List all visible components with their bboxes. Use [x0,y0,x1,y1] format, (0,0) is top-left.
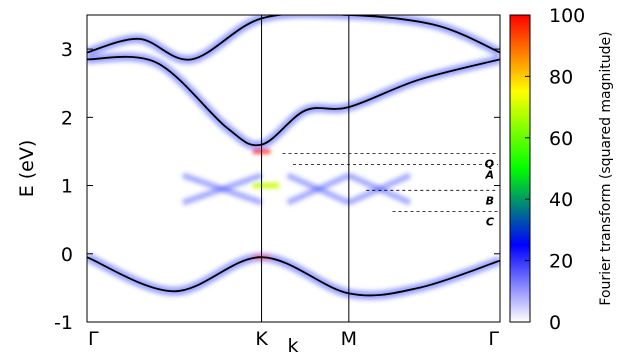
x-tick-label: K [255,328,268,350]
plot-frame [86,14,501,323]
y-tick-label: -1 [54,312,73,334]
y-tick-label: 2 [61,107,73,129]
heatmap-gap-feature [286,172,351,206]
band-line [87,15,500,61]
colorbar-tick-label: 0 [549,312,561,334]
x-tick-label: Γ [488,328,499,350]
level-label-c: C [486,215,494,228]
y-tick-label: 0 [61,244,73,266]
colorbar-label: Fourier transform (squared magnitude) [598,31,614,305]
level-label-b: B [486,194,494,207]
colorbar-tick-label: 60 [549,128,573,150]
band-line [87,55,500,147]
y-axis-label: E (eV) [16,140,38,198]
y-tick-label: 3 [61,39,73,61]
y-tick-label: 1 [61,176,73,198]
x-tick-label: Γ [88,328,99,350]
x-tick-label: M [341,328,357,350]
heatmap-gap-feature [182,172,263,206]
heatmap-gap-feature [347,172,412,206]
colorbar-tick-label: 20 [549,251,573,273]
band-line [87,256,500,297]
colorbar-tick-label: 100 [549,5,585,27]
colorbar-tick-label: 80 [549,66,573,88]
colorbar [509,14,531,323]
level-label-q: Q [485,157,494,170]
colorbar-tick-label: 40 [549,189,573,211]
level-label-a: A [484,168,494,181]
x-axis-label: k [287,335,298,356]
